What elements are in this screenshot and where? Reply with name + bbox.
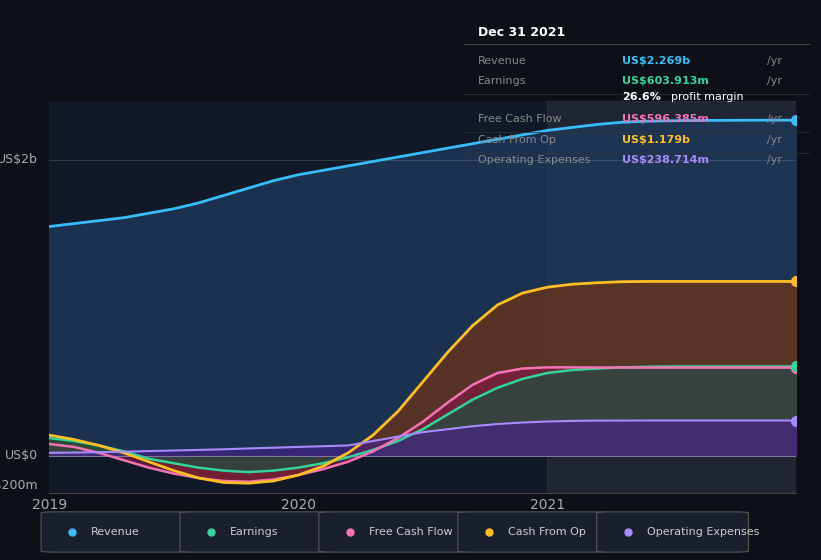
Text: Dec 31 2021: Dec 31 2021 — [478, 26, 565, 39]
Text: 26.6%: 26.6% — [622, 92, 662, 102]
Text: /yr: /yr — [768, 135, 782, 145]
Text: profit margin: profit margin — [671, 92, 743, 102]
Text: US$0: US$0 — [5, 449, 38, 463]
Text: /yr: /yr — [768, 56, 782, 66]
FancyBboxPatch shape — [597, 512, 749, 552]
Text: US$238.714m: US$238.714m — [622, 155, 709, 165]
Text: US$2.269b: US$2.269b — [622, 56, 690, 66]
Text: /yr: /yr — [768, 76, 782, 86]
Text: Cash From Op: Cash From Op — [508, 527, 586, 537]
Text: US$2b: US$2b — [0, 153, 38, 166]
Text: US$596.385m: US$596.385m — [622, 114, 709, 124]
FancyBboxPatch shape — [41, 512, 193, 552]
Text: Revenue: Revenue — [91, 527, 140, 537]
FancyBboxPatch shape — [180, 512, 332, 552]
Text: Free Cash Flow: Free Cash Flow — [369, 527, 452, 537]
Text: /yr: /yr — [768, 155, 782, 165]
FancyBboxPatch shape — [458, 512, 609, 552]
Text: Earnings: Earnings — [230, 527, 278, 537]
Text: Cash From Op: Cash From Op — [478, 135, 556, 145]
Text: Free Cash Flow: Free Cash Flow — [478, 114, 562, 124]
Text: US$1.179b: US$1.179b — [622, 135, 690, 145]
FancyBboxPatch shape — [319, 512, 470, 552]
Text: /yr: /yr — [768, 114, 782, 124]
Text: US$603.913m: US$603.913m — [622, 76, 709, 86]
Text: Revenue: Revenue — [478, 56, 526, 66]
Bar — [548, 101, 796, 493]
Text: Earnings: Earnings — [478, 76, 526, 86]
Text: Operating Expenses: Operating Expenses — [647, 527, 759, 537]
Text: -US$200m: -US$200m — [0, 479, 38, 492]
Text: Operating Expenses: Operating Expenses — [478, 155, 590, 165]
